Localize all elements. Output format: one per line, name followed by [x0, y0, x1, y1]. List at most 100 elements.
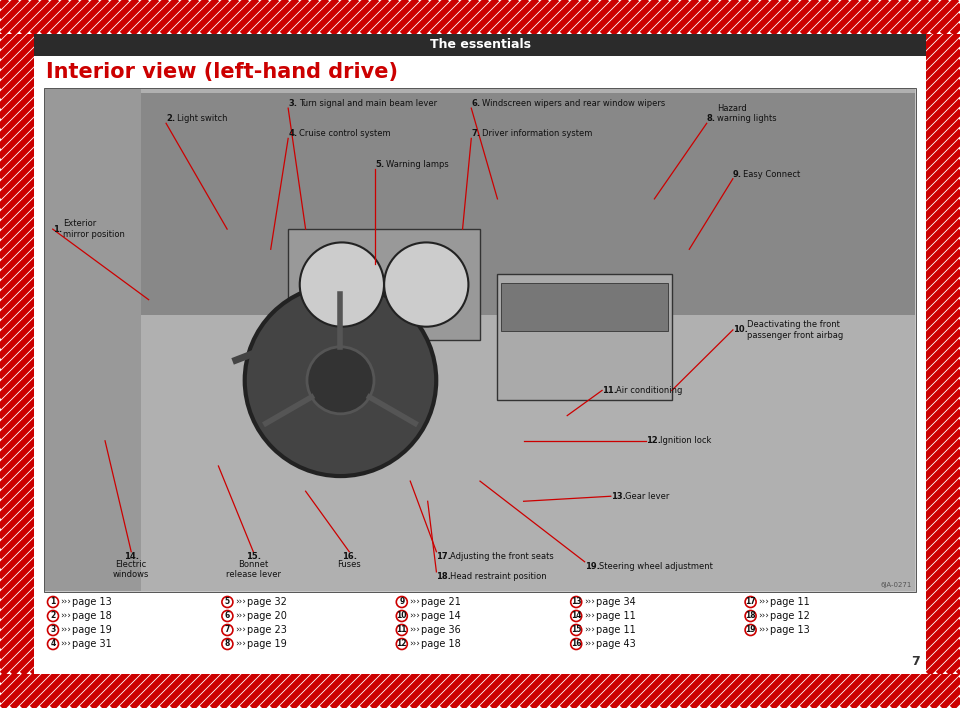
Text: page 31: page 31: [73, 639, 112, 649]
Circle shape: [745, 597, 756, 607]
Text: page 11: page 11: [596, 625, 636, 635]
Text: 14: 14: [571, 612, 582, 620]
Text: page 18: page 18: [73, 611, 112, 621]
Text: ›››: ›››: [758, 612, 769, 620]
Text: 17: 17: [745, 598, 756, 607]
Text: 18: 18: [745, 612, 756, 620]
Text: ›››: ›››: [758, 625, 769, 634]
Circle shape: [396, 610, 407, 622]
Text: Exterior
mirror position: Exterior mirror position: [63, 219, 125, 239]
Text: page 11: page 11: [770, 597, 810, 607]
Text: page 20: page 20: [247, 611, 287, 621]
Text: 3.: 3.: [288, 99, 298, 108]
Text: ›››: ›››: [235, 612, 246, 620]
Bar: [288, 229, 480, 340]
Text: 19: 19: [745, 625, 756, 634]
Text: 13.: 13.: [611, 492, 626, 501]
Circle shape: [47, 639, 59, 649]
Bar: [0, 674, 960, 708]
Text: 7.: 7.: [471, 130, 480, 138]
Text: page 19: page 19: [247, 639, 287, 649]
Text: ›››: ›››: [235, 625, 246, 634]
Text: Ignition lock: Ignition lock: [660, 436, 711, 445]
Text: 10: 10: [396, 612, 407, 620]
Text: Gear lever: Gear lever: [625, 492, 669, 501]
Circle shape: [47, 610, 59, 622]
Circle shape: [307, 347, 374, 414]
Text: 2: 2: [50, 612, 56, 620]
Text: page 18: page 18: [421, 639, 461, 649]
Circle shape: [745, 624, 756, 636]
Text: Air conditioning: Air conditioning: [616, 386, 683, 395]
Text: 16: 16: [571, 639, 582, 649]
Text: 1.: 1.: [53, 224, 61, 234]
Text: 9: 9: [399, 598, 404, 607]
Text: page 21: page 21: [421, 597, 461, 607]
Text: 15.: 15.: [246, 552, 261, 561]
Text: ›››: ›››: [60, 625, 71, 634]
Circle shape: [570, 624, 582, 636]
Text: The essentials: The essentials: [429, 38, 531, 52]
Text: 4: 4: [50, 639, 56, 649]
Text: 1: 1: [50, 598, 56, 607]
Text: Easy Connect: Easy Connect: [743, 170, 801, 178]
Circle shape: [570, 610, 582, 622]
Text: Interior view (left-hand drive): Interior view (left-hand drive): [46, 62, 398, 82]
Text: ›››: ›››: [60, 639, 71, 649]
Text: Driver information system: Driver information system: [482, 130, 592, 138]
Text: ›››: ›››: [409, 625, 420, 634]
Text: 8: 8: [225, 639, 230, 649]
Circle shape: [245, 285, 436, 476]
Text: ›››: ›››: [409, 612, 420, 620]
Text: ›››: ›››: [584, 639, 594, 649]
Text: 4.: 4.: [288, 130, 298, 138]
Circle shape: [570, 639, 582, 649]
Text: ›››: ›››: [584, 625, 594, 634]
Text: ›››: ›››: [60, 612, 71, 620]
Text: page 12: page 12: [770, 611, 810, 621]
Text: 6.: 6.: [471, 99, 480, 108]
Text: ›››: ›››: [409, 598, 420, 607]
Text: page 32: page 32: [247, 597, 287, 607]
Bar: [0, 34, 34, 674]
Text: page 11: page 11: [596, 611, 636, 621]
Text: page 19: page 19: [73, 625, 112, 635]
Bar: [45, 89, 915, 591]
Circle shape: [570, 597, 582, 607]
Circle shape: [396, 597, 407, 607]
Text: 12.: 12.: [646, 436, 660, 445]
Circle shape: [222, 639, 233, 649]
Text: page 43: page 43: [596, 639, 636, 649]
Text: 14.: 14.: [124, 552, 138, 561]
Circle shape: [222, 610, 233, 622]
Text: ›››: ›››: [235, 639, 246, 649]
Text: Warning lamps: Warning lamps: [386, 159, 448, 169]
Text: 10.: 10.: [732, 326, 748, 334]
Text: page 13: page 13: [770, 625, 810, 635]
Text: ›››: ›››: [584, 612, 594, 620]
Text: 13: 13: [571, 598, 582, 607]
Text: 8.: 8.: [707, 114, 716, 123]
Text: 12: 12: [396, 639, 407, 649]
Text: Windscreen wipers and rear window wipers: Windscreen wipers and rear window wipers: [482, 99, 665, 108]
Text: page 23: page 23: [247, 625, 287, 635]
Text: ›››: ›››: [60, 598, 71, 607]
Text: 5: 5: [225, 598, 230, 607]
Text: Deactivating the front
passenger front airbag: Deactivating the front passenger front a…: [747, 320, 843, 340]
Text: Head restraint position: Head restraint position: [450, 572, 547, 581]
Circle shape: [222, 597, 233, 607]
Text: Fuses: Fuses: [337, 560, 361, 569]
Circle shape: [300, 242, 384, 326]
Bar: [497, 275, 672, 401]
Text: Adjusting the front seats: Adjusting the front seats: [450, 552, 554, 561]
Bar: [501, 283, 668, 331]
Circle shape: [384, 242, 468, 326]
Text: 15: 15: [571, 625, 582, 634]
Text: Steering wheel adjustment: Steering wheel adjustment: [599, 561, 712, 571]
Text: 3: 3: [50, 625, 56, 634]
Text: 6JA-0271: 6JA-0271: [880, 582, 912, 588]
Text: 16.: 16.: [342, 552, 357, 561]
Circle shape: [47, 597, 59, 607]
Text: 11: 11: [396, 625, 407, 634]
Text: 2.: 2.: [166, 114, 176, 123]
